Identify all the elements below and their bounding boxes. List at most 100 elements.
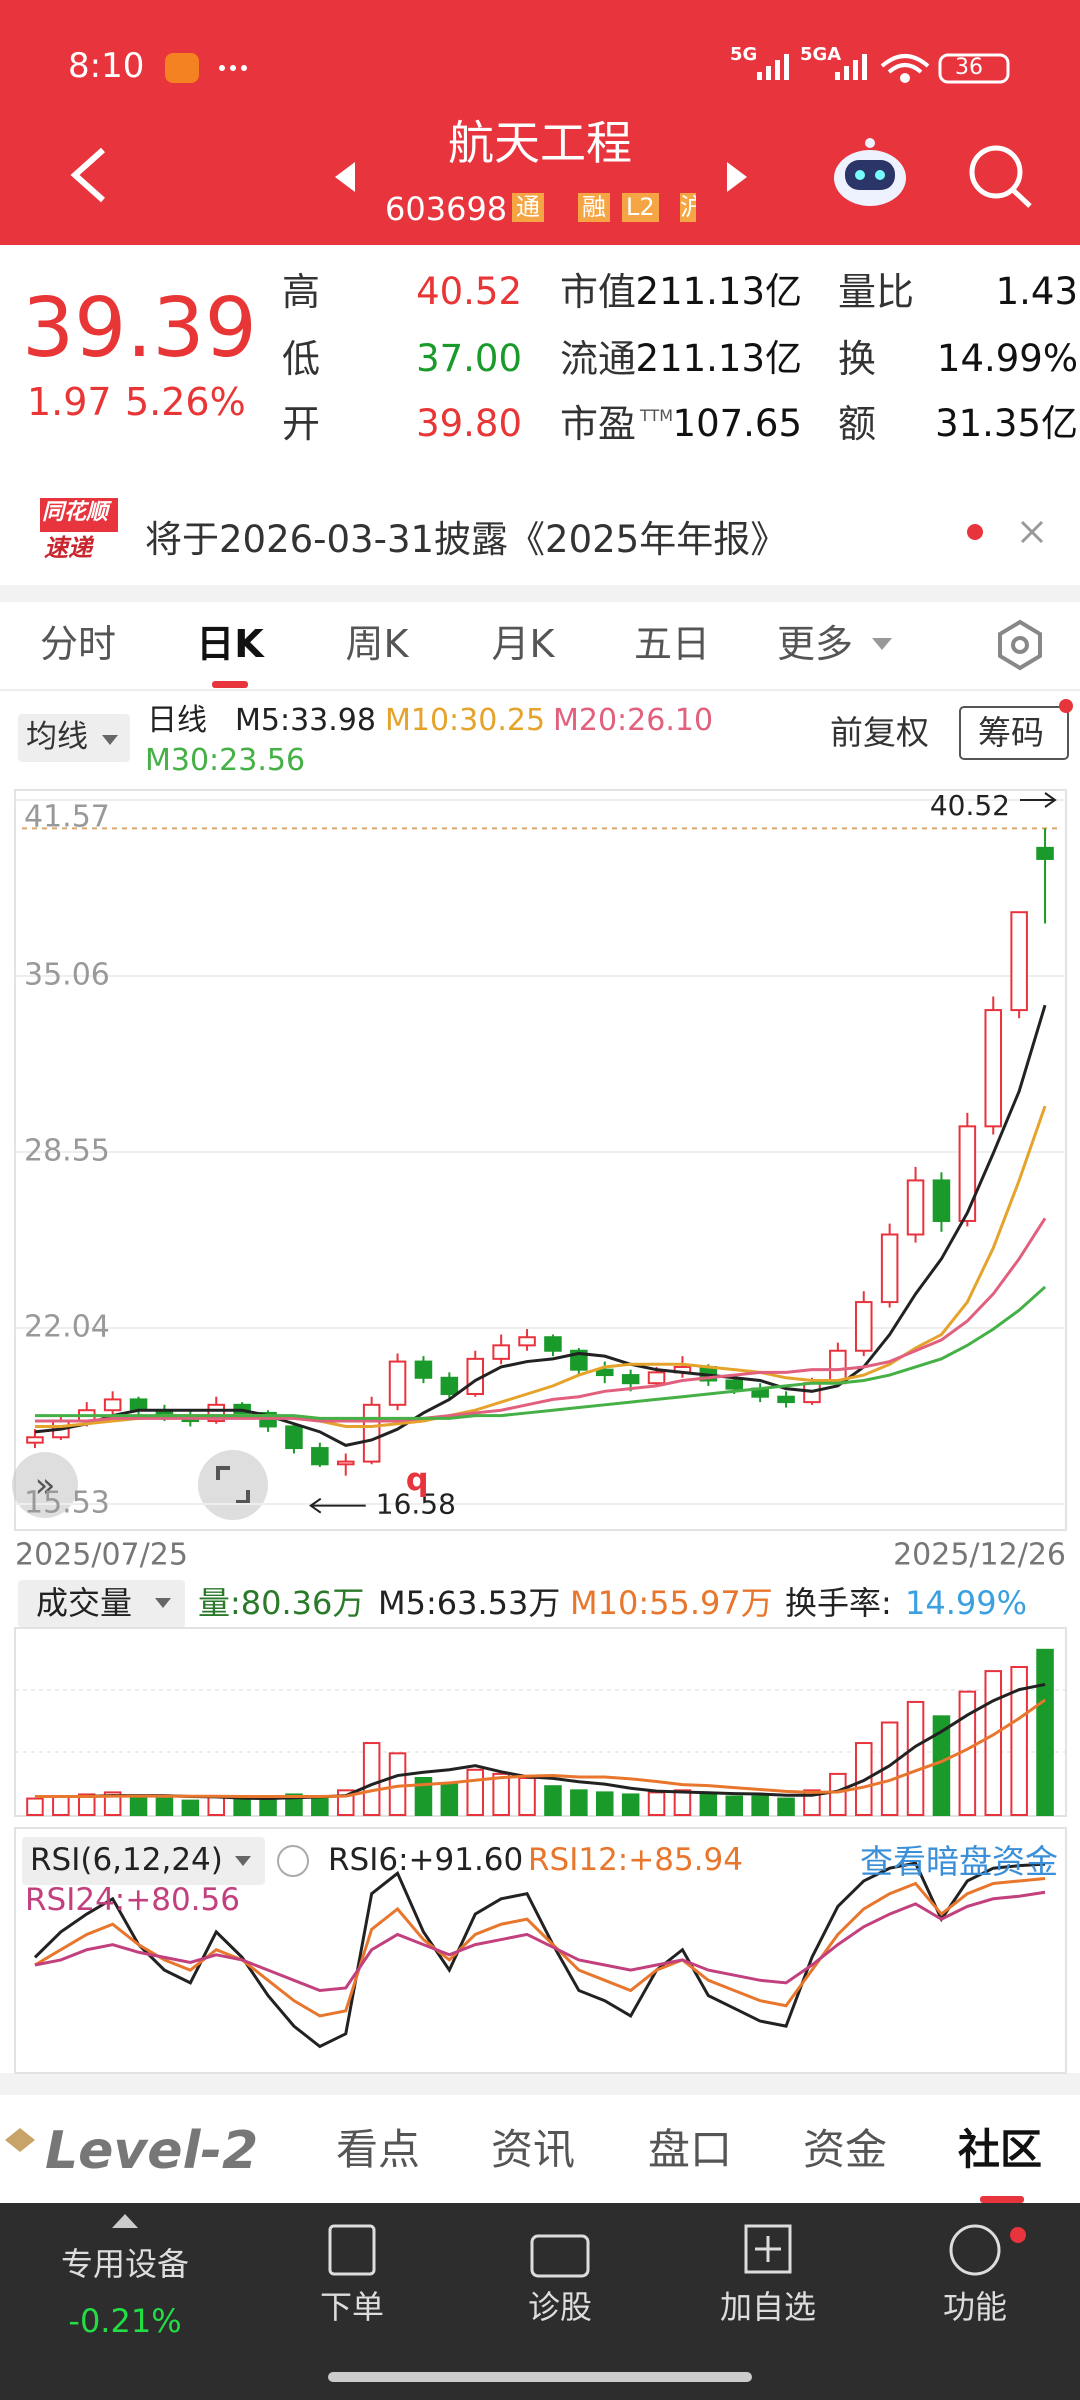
- volume-bar: [311, 1795, 329, 1816]
- settings-icon[interactable]: [998, 619, 1042, 671]
- legend-item: M30:23.56: [145, 743, 306, 778]
- tab[interactable]: 周K: [345, 622, 409, 666]
- bottom-tab[interactable]: 盘口: [647, 2125, 732, 2174]
- nav-item[interactable]: 诊股: [527, 2288, 592, 2326]
- candle-body: [414, 1360, 433, 1379]
- fullscreen-button[interactable]: [198, 1450, 268, 1520]
- line: [34, 1285, 1047, 1420]
- dropdown-arrow: [235, 1856, 251, 1866]
- tab-indicator: [212, 681, 248, 688]
- add-icon[interactable]: [755, 2236, 781, 2262]
- tab[interactable]: 月K: [491, 622, 555, 666]
- news-logo-text: 同花顺: [42, 500, 109, 525]
- nav-item[interactable]: 加自选: [719, 2288, 816, 2326]
- legend-item: 量:80.36万: [198, 1584, 365, 1622]
- candle-body: [932, 1179, 951, 1222]
- volume-title[interactable]: 成交量: [36, 1584, 133, 1622]
- dark-pool-link[interactable]: 查看暗盘资金: [860, 1842, 1058, 1881]
- scroll-button[interactable]: »: [12, 1452, 78, 1518]
- back-button[interactable]: [70, 147, 105, 203]
- volume-bar: [1036, 1648, 1054, 1816]
- battery-level: 36: [955, 55, 983, 80]
- tag: 沪: [680, 193, 696, 222]
- nav-item[interactable]: 下单: [319, 2288, 384, 2326]
- candle-body: [129, 1398, 148, 1412]
- news-text[interactable]: 将于2026-03-31披露《2025年年报》: [145, 518, 788, 561]
- volume-bar: [103, 1791, 122, 1817]
- tab[interactable]: 日K: [196, 622, 264, 666]
- stat-value: 31.35亿: [935, 402, 1078, 445]
- volume-bar: [414, 1777, 433, 1816]
- volume-bar: [621, 1793, 640, 1817]
- candle-body: [595, 1368, 614, 1377]
- candle-body: [725, 1379, 744, 1390]
- high-arrow: [1020, 792, 1057, 808]
- robot-icon[interactable]: [834, 138, 906, 206]
- change: 1.97: [27, 380, 112, 424]
- tag: 融: [578, 193, 610, 222]
- bottom-tab[interactable]: 资讯: [490, 2125, 575, 2174]
- ma-selector-label[interactable]: 均线: [26, 719, 88, 755]
- rsi-title[interactable]: RSI(6,12,24): [30, 1842, 223, 1878]
- sector[interactable]: 专用设备: [60, 2245, 189, 2283]
- separator: [0, 2073, 1080, 2095]
- volume-bar: [181, 1799, 200, 1816]
- volume-bar: [492, 1772, 510, 1817]
- volume-selector[interactable]: [18, 1580, 185, 1628]
- volume-bar: [285, 1793, 303, 1817]
- function-icon[interactable]: [949, 2224, 1001, 2276]
- search-icon[interactable]: [969, 145, 1032, 208]
- volume-bar: [259, 1797, 277, 1816]
- line: [34, 1698, 1046, 1798]
- close-button[interactable]: [1020, 520, 1044, 544]
- ma-selector[interactable]: [18, 714, 130, 762]
- settings-icon[interactable]: [1011, 636, 1029, 654]
- high-label: 40.52: [930, 789, 1010, 822]
- candle-body: [285, 1425, 303, 1450]
- bottom-tab[interactable]: 社区: [957, 2125, 1042, 2174]
- candle-body: [336, 1460, 355, 1466]
- tab[interactable]: 更多: [776, 622, 853, 666]
- legend-item: RSI12:+85.94: [528, 1842, 743, 1878]
- candle-body: [103, 1398, 122, 1412]
- bottom-tab[interactable]: 资金: [802, 2125, 887, 2174]
- prev-stock[interactable]: [335, 162, 355, 192]
- volume-bar: [362, 1742, 381, 1816]
- volume-bar: [673, 1789, 692, 1817]
- tag: L2: [622, 193, 659, 222]
- level2-logo[interactable]: Level-2: [45, 2121, 259, 2181]
- tag: 通: [512, 193, 544, 222]
- help-icon[interactable]: [277, 1845, 309, 1877]
- network: 5GA: [800, 44, 842, 65]
- y-tick-label: 15.53: [24, 1486, 110, 1521]
- chips-button[interactable]: [959, 706, 1069, 760]
- tab[interactable]: 分时: [39, 622, 116, 666]
- stat-value: 14.99%: [936, 337, 1078, 380]
- nav-item[interactable]: 功能: [942, 2288, 1007, 2326]
- stock-name: 航天工程: [448, 116, 632, 170]
- stat-label: 开: [282, 402, 321, 446]
- next-stock[interactable]: [727, 162, 747, 192]
- news-logo-text: 速递: [44, 534, 92, 562]
- rsi-selector[interactable]: [22, 1837, 265, 1885]
- volume-bar: [26, 1797, 44, 1816]
- order-icon[interactable]: [328, 2224, 376, 2276]
- dropdown-arrow: [102, 735, 118, 745]
- diagnose-icon[interactable]: [530, 2234, 590, 2278]
- candle-body: [492, 1344, 510, 1360]
- bottom-tab[interactable]: 看点: [335, 2125, 420, 2174]
- marker: q: [406, 1461, 429, 1499]
- candle-body: [544, 1336, 562, 1352]
- battery: [938, 53, 1010, 84]
- adjust[interactable]: 前复权: [830, 713, 929, 752]
- tab[interactable]: 五日: [633, 622, 710, 666]
- volume-bar: [207, 1795, 226, 1816]
- add-icon[interactable]: [744, 2224, 792, 2274]
- low-label: 16.58: [376, 1488, 456, 1521]
- status-time: 8:10: [68, 46, 145, 86]
- volume-bar: [751, 1795, 769, 1816]
- chips-label[interactable]: 筹码: [978, 713, 1044, 752]
- change-pct: 5.26%: [125, 380, 246, 424]
- stat-value: 1.43: [995, 270, 1078, 313]
- volume-bar: [77, 1793, 96, 1817]
